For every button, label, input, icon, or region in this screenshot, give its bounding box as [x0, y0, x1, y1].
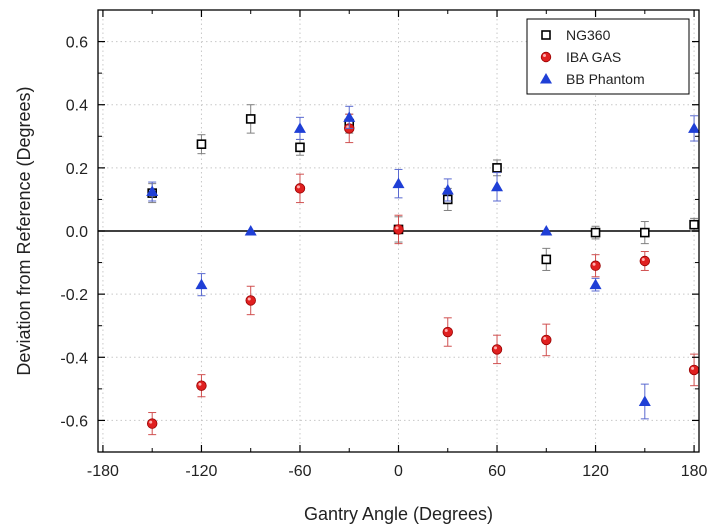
x-tick-label: -120	[185, 463, 217, 480]
legend-marker-ng360	[541, 30, 551, 40]
series-ng360	[147, 104, 699, 271]
y-tick-label: 0.6	[66, 35, 88, 52]
data-point-iba-gas-highlight	[444, 329, 448, 333]
x-axis-label: Gantry Angle (Degrees)	[304, 504, 493, 524]
data-point-bb-phantom	[293, 122, 306, 133]
data-point-iba-gas-highlight	[198, 382, 202, 386]
data-point-bb-phantom	[589, 278, 602, 290]
legend-label-ng360: NG360	[566, 27, 611, 43]
data-point-iba-gas-highlight	[641, 257, 645, 261]
data-point-bb-phantom	[638, 395, 651, 406]
y-tick-label: 0.0	[66, 224, 88, 241]
data-point-iba-gas	[688, 364, 700, 376]
legend-box	[526, 18, 690, 95]
data-point-iba-gas	[393, 224, 404, 235]
data-point-bb-phantom	[441, 183, 454, 195]
series-iba-gas	[146, 113, 700, 436]
data-point-iba-gas-highlight	[149, 420, 153, 424]
data-point-ng360	[541, 254, 552, 265]
data-point-ng360	[492, 163, 502, 173]
data-point-iba-gas	[146, 418, 158, 429]
y-tick-label: 0.2	[66, 161, 88, 178]
legend-label-iba-gas: IBA GAS	[566, 49, 621, 65]
legend: NG360 IBA GAS BB Phantom	[526, 18, 690, 95]
data-point-iba-gas	[245, 295, 256, 306]
data-point-bb-phantom	[491, 180, 504, 192]
data-point-ng360	[245, 114, 256, 124]
series-bb-phantom	[146, 105, 701, 420]
x-tick-label: -60	[288, 463, 311, 480]
y-tick-label: -0.4	[60, 350, 88, 367]
data-point-bb-phantom	[244, 225, 257, 236]
data-point-iba-gas-highlight	[346, 125, 350, 129]
data-point-iba-gas-highlight	[691, 366, 695, 370]
legend-marker-bb-phantom	[540, 73, 552, 84]
data-point-iba-gas-highlight	[592, 262, 596, 266]
data-point-bb-phantom	[392, 177, 405, 189]
series-layer	[146, 104, 701, 436]
data-point-iba-gas	[196, 380, 207, 391]
data-point-ng360	[640, 227, 650, 238]
y-axis-label: Deviation from Reference (Degrees)	[14, 86, 34, 375]
data-point-iba-gas	[541, 334, 552, 346]
data-point-iba-gas	[294, 183, 306, 194]
legend-marker-iba-gas	[540, 51, 552, 63]
data-point-ng360	[689, 219, 699, 230]
data-point-bb-phantom	[146, 185, 159, 197]
legend-label-bb-phantom: BB Phantom	[566, 71, 645, 87]
data-point-bb-phantom	[688, 122, 701, 133]
data-point-iba-gas-highlight	[494, 346, 498, 350]
x-tick-label: 0	[394, 463, 403, 480]
x-tick-label: 60	[488, 463, 506, 480]
axes: -180 -120 -60 0 60 120 180 -0.6 -0.4 -0.2 0.0 0.2 0.…	[60, 9, 708, 480]
data-point-bb-phantom	[540, 225, 553, 236]
data-point-iba-gas-highlight	[395, 226, 399, 230]
x-tick-label: -180	[87, 463, 119, 480]
data-point-iba-gas	[590, 260, 601, 271]
legend-marker-iba-gas-highlight	[543, 54, 546, 57]
data-point-iba-gas-highlight	[247, 297, 251, 301]
data-point-iba-gas	[639, 255, 651, 267]
y-tick-label: -0.6	[60, 413, 88, 430]
y-tick-label: 0.4	[66, 98, 88, 115]
data-point-ng360	[196, 139, 207, 149]
x-tick-label: 180	[681, 463, 708, 480]
data-point-ng360	[295, 142, 305, 153]
data-point-ng360	[590, 227, 601, 238]
data-point-bb-phantom	[343, 111, 356, 122]
data-point-iba-gas-highlight	[543, 336, 547, 340]
data-point-iba-gas-highlight	[296, 185, 300, 189]
x-tick-label: 120	[582, 463, 609, 480]
data-point-bb-phantom	[195, 278, 208, 290]
data-point-iba-gas	[491, 344, 503, 355]
data-point-iba-gas	[442, 326, 453, 338]
y-tick-label: -0.2	[60, 287, 88, 304]
